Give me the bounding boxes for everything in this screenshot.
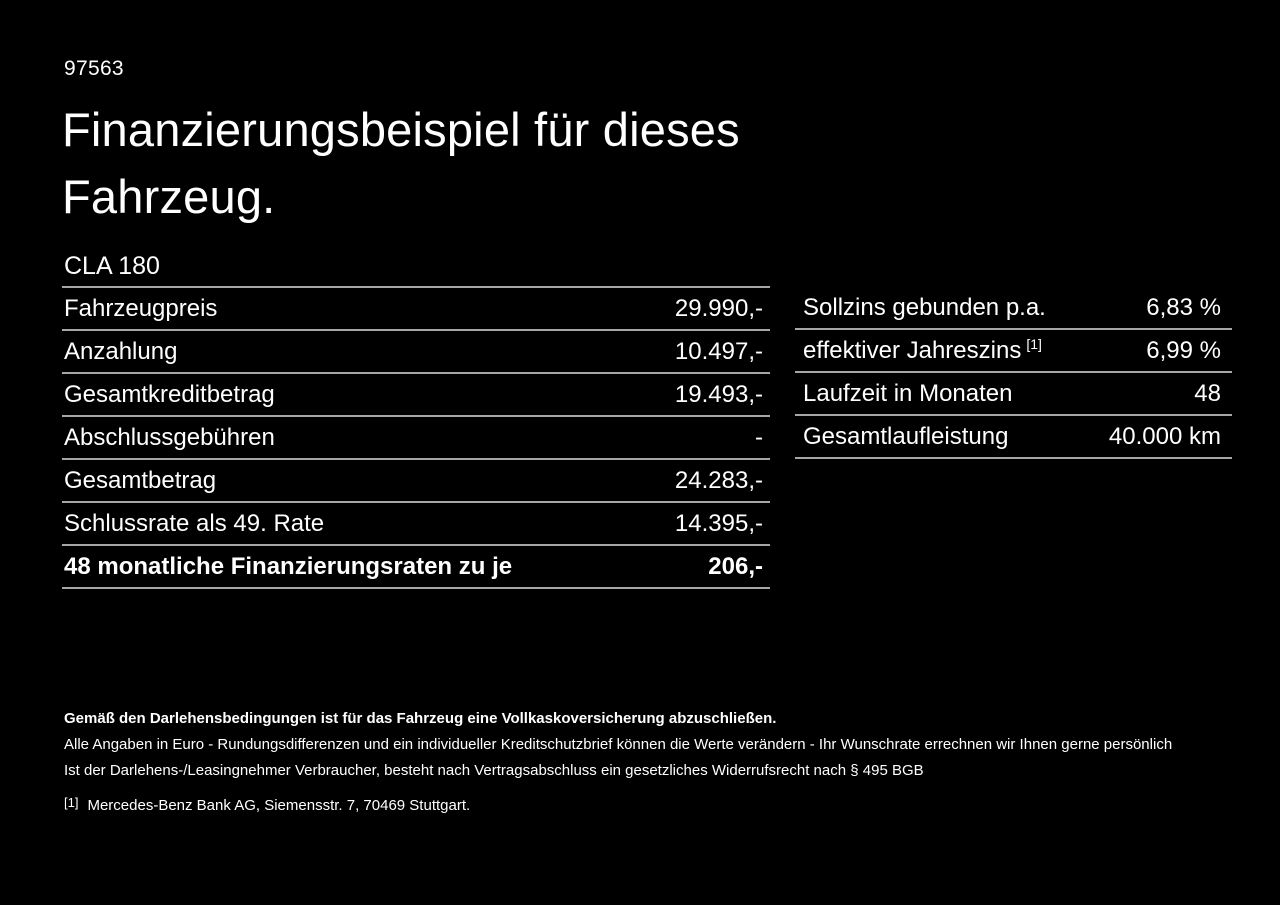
row-value: 6,99 %: [1146, 336, 1221, 364]
row-value: 206,-: [708, 552, 763, 580]
page-title-line1: Finanzierungsbeispiel für dieses: [62, 103, 740, 156]
table-row: Gesamtlaufleistung 40.000 km: [795, 416, 1232, 459]
legal-text-line: Ist der Darlehens-/Leasingnehmer Verbrau…: [64, 762, 924, 779]
legal-footer-lines: Gemäß den Darlehensbedingungen ist für d…: [64, 706, 1214, 784]
row-value: 6,83 %: [1146, 293, 1221, 321]
row-value: 48: [1194, 379, 1221, 407]
table-row: Gesamtbetrag 24.283,-: [62, 460, 770, 503]
row-label: Anzahlung: [64, 337, 178, 365]
table-row: 48 monatliche Finanzierungsraten zu je 20…: [62, 546, 770, 589]
footnote: [1] Mercedes-Benz Bank AG, Siemensstr. 7,…: [64, 793, 1214, 819]
page-title: Finanzierungsbeispiel für dieses Fahrzeug…: [62, 96, 740, 230]
document-number: 97563: [64, 57, 124, 80]
legal-footer: Gemäß den Darlehensbedingungen ist für d…: [64, 706, 1214, 819]
row-label: 48 monatliche Finanzierungsraten zu je: [64, 552, 513, 580]
financing-details-table: Fahrzeugpreis 29.990,- Anzahlung 10.497,- Ge…: [62, 286, 770, 589]
row-value: 40.000 km: [1108, 422, 1221, 450]
row-value: -: [755, 423, 763, 451]
table-row: Fahrzeugpreis 29.990,-: [62, 288, 770, 331]
row-label: Laufzeit in Monaten: [803, 379, 1013, 407]
row-label: Fahrzeugpreis: [64, 294, 218, 322]
row-label: effektiver Jahreszins [1]: [803, 335, 1042, 364]
table-row: Gesamtkreditbetrag 19.493,-: [62, 374, 770, 417]
row-label: Abschlussgebühren: [64, 423, 275, 451]
row-value: 14.395,-: [674, 509, 763, 537]
row-label: Gesamtbetrag: [64, 466, 217, 494]
row-value: 19.493,-: [674, 380, 763, 408]
row-label: Gesamtlaufleistung: [803, 422, 1009, 450]
legal-text-line: Gemäß den Darlehensbedingungen ist für d…: [64, 710, 777, 727]
model-name: CLA 180: [64, 252, 160, 280]
table-row: Abschlussgebühren -: [62, 417, 770, 460]
footnote-text: Mercedes-Benz Bank AG, Siemensstr. 7, 70…: [87, 797, 471, 814]
table-row: Anzahlung 10.497,-: [62, 331, 770, 374]
footnote-marker: [1]: [64, 795, 79, 810]
row-value: 29.990,-: [674, 294, 763, 322]
table-row: Sollzins gebunden p.a. 6,83 %: [795, 287, 1232, 330]
table-row: effektiver Jahreszins [1] 6,99 %: [795, 330, 1232, 373]
table-row: Laufzeit in Monaten 48: [795, 373, 1232, 416]
row-label: Gesamtkreditbetrag: [64, 380, 275, 408]
row-label: Schlussrate als 49. Rate: [64, 509, 325, 537]
table-row: Schlussrate als 49. Rate 14.395,-: [62, 503, 770, 546]
page-title-line2: Fahrzeug.: [62, 170, 276, 223]
footnote-ref: [1]: [1026, 335, 1042, 352]
row-value: 24.283,-: [674, 466, 763, 494]
legal-text-line: Alle Angaben in Euro - Rundungsdifferenz…: [64, 736, 1173, 753]
row-label: Sollzins gebunden p.a.: [803, 293, 1046, 321]
loan-terms-table: Sollzins gebunden p.a. 6,83 % effektiver J…: [795, 287, 1232, 459]
row-value: 10.497,-: [674, 337, 763, 365]
